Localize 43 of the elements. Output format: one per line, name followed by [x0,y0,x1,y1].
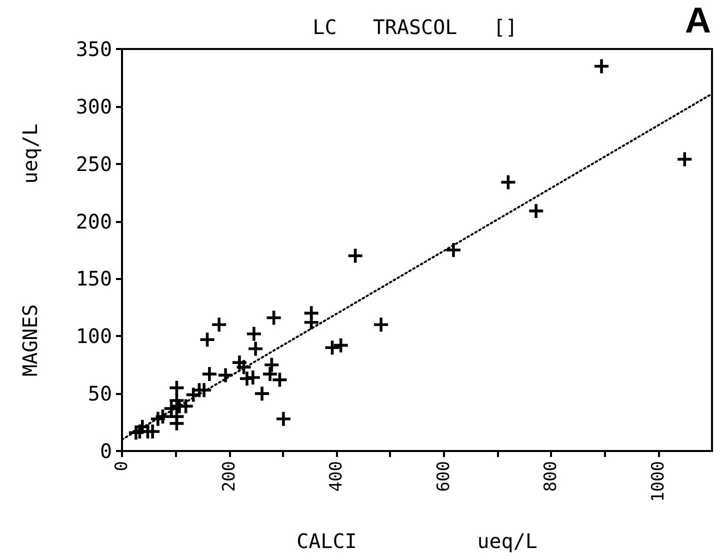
point [200,332,214,347]
x-tick-label: 800 [541,461,562,492]
point [304,315,318,330]
point [170,416,184,430]
y-tick-label: 300 [76,94,112,118]
y-tick-label: 250 [76,152,112,176]
point [272,372,287,387]
point [446,243,460,257]
text: A [685,0,711,40]
y-tick-label: 150 [76,266,112,291]
point [135,420,150,434]
point [202,367,216,382]
point [263,367,278,382]
y-tick-label: 50 [88,382,112,406]
y-tick-label: 350 [76,37,112,61]
point [325,340,340,355]
x-tick-label: 400 [326,461,347,492]
point [248,342,263,356]
x-tick-label: 0 [112,461,132,472]
chart-title: LC TRASCOL [] [312,15,518,39]
point [264,358,279,372]
point [254,386,269,401]
point [266,310,281,325]
point [529,204,544,218]
y-tick-label: 200 [76,209,112,234]
x-tick-label: 200 [219,461,240,492]
point [501,175,516,190]
point [197,383,212,398]
x-tick-label: 1000 [648,461,668,502]
point [594,59,609,74]
point [678,152,692,166]
y-tick-label: 100 [76,324,112,348]
y-tick-label: 0 [100,439,112,463]
point [348,248,362,263]
point [212,318,226,332]
point [246,370,260,384]
point [276,412,290,426]
x-axis-title: CALCI ueq/L [296,529,538,553]
y-axis-title: MAGNES ueq/L [18,124,42,376]
point [246,326,261,341]
x-tick-label: 600 [434,461,454,492]
point [334,338,348,352]
point [374,318,388,332]
